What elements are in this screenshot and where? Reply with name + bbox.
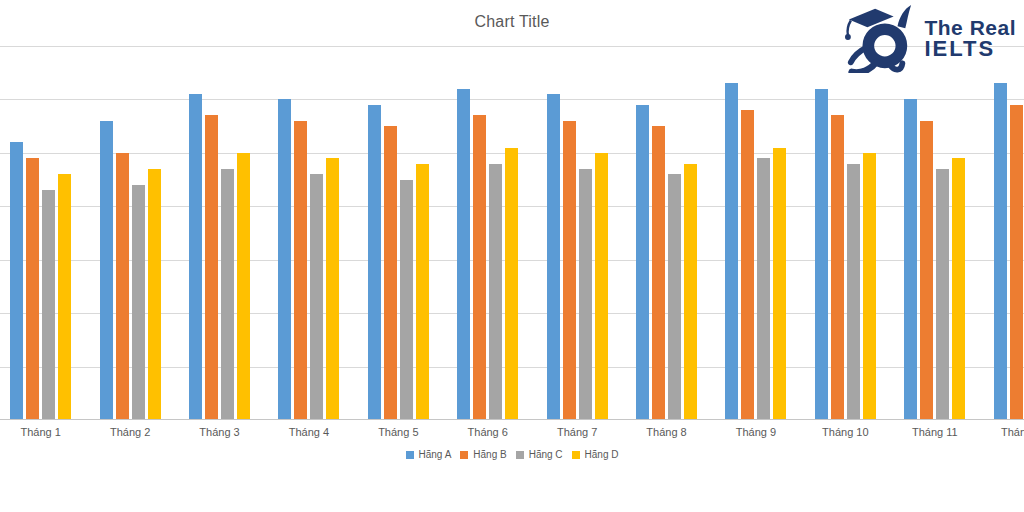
bar-hang-b-thang-2: [116, 153, 129, 420]
bar-hang-d-thang-11: [952, 158, 965, 420]
bar-group-thang-3: [175, 46, 264, 420]
x-axis-label-thang-4: Tháng 4: [264, 426, 353, 438]
bar-group-thang-7: [532, 46, 621, 420]
bar-hang-d-thang-3: [237, 153, 250, 420]
legend-label-hang-c: Hãng C: [529, 449, 563, 460]
bar-hang-a-thang-10: [815, 89, 828, 420]
legend-label-hang-a: Hãng A: [419, 449, 452, 460]
bar-hang-b-thang-10: [831, 115, 844, 420]
bar-hang-c-thang-6: [489, 164, 502, 420]
x-axis-label-thang-1: Tháng 1: [0, 426, 85, 438]
x-axis-label-thang-8: Tháng 8: [622, 426, 711, 438]
bar-group-thang-2: [85, 46, 174, 420]
bar-hang-c-thang-5: [400, 180, 413, 420]
bar-hang-b-thang-5: [384, 126, 397, 420]
logo-text: The Real IELTS: [924, 17, 1016, 60]
legend-item-hang-b: Hãng B: [460, 449, 506, 460]
bar-group-thang-5: [354, 46, 443, 420]
bar-hang-a-thang-9: [725, 83, 738, 420]
chart-canvas: Chart Title Tháng 1Tháng 2Tháng 3Tháng 4…: [0, 0, 1024, 512]
legend-item-hang-d: Hãng D: [572, 449, 619, 460]
bar-group-thang-12: [979, 46, 1024, 420]
x-axis-label-thang-3: Tháng 3: [175, 426, 264, 438]
bar-hang-a-thang-4: [278, 99, 291, 420]
bar-hang-d-thang-4: [326, 158, 339, 420]
bar-hang-b-thang-8: [652, 126, 665, 420]
bar-hang-a-thang-11: [904, 99, 917, 420]
bar-hang-a-thang-6: [457, 89, 470, 420]
x-axis-label-thang-2: Tháng 2: [85, 426, 174, 438]
x-axis-label-thang-9: Tháng 9: [711, 426, 800, 438]
bar-hang-d-thang-8: [684, 164, 697, 420]
bar-hang-a-thang-1: [10, 142, 23, 420]
bar-hang-d-thang-1: [58, 174, 71, 420]
bar-hang-c-thang-3: [221, 169, 234, 420]
bar-hang-c-thang-8: [668, 174, 681, 420]
bar-hang-a-thang-12: [994, 83, 1007, 420]
legend-swatch-hang-b: [460, 451, 468, 459]
bar-hang-a-thang-8: [636, 105, 649, 420]
legend-label-hang-d: Hãng D: [585, 449, 619, 460]
bar-hang-b-thang-6: [473, 115, 486, 420]
logo-text-line2: IELTS: [924, 38, 1016, 60]
logo-text-line1: The Real: [924, 17, 1016, 38]
plot-area: [0, 46, 1024, 420]
bar-group-thang-8: [622, 46, 711, 420]
bar-hang-b-thang-3: [205, 115, 218, 420]
bar-hang-c-thang-9: [757, 158, 770, 420]
bar-hang-b-thang-9: [741, 110, 754, 420]
bar-hang-b-thang-11: [920, 121, 933, 420]
bars-strip: [0, 46, 1024, 420]
bar-group-thang-6: [443, 46, 532, 420]
legend-swatch-hang-a: [406, 451, 414, 459]
legend: Hãng A Hãng B Hãng C Hãng D: [0, 449, 1024, 460]
x-axis-line: [0, 419, 1024, 420]
bar-hang-d-thang-9: [773, 148, 786, 420]
x-axis-label-thang-6: Tháng 6: [443, 426, 532, 438]
x-axis-label-thang-11: Tháng 11: [890, 426, 979, 438]
bar-hang-c-thang-10: [847, 164, 860, 420]
bar-hang-b-thang-12: [1010, 105, 1023, 420]
x-axis-labels: Tháng 1Tháng 2Tháng 3Tháng 4Tháng 5Tháng…: [0, 426, 1024, 438]
bar-hang-a-thang-2: [100, 121, 113, 420]
bar-hang-a-thang-5: [368, 105, 381, 420]
bar-hang-d-thang-7: [595, 153, 608, 420]
bar-hang-b-thang-7: [563, 121, 576, 420]
bar-hang-a-thang-7: [547, 94, 560, 420]
legend-swatch-hang-d: [572, 451, 580, 459]
graduate-mascot-icon: [841, 3, 919, 73]
bar-hang-a-thang-3: [189, 94, 202, 420]
x-axis-label-thang-12: Tháng 12: [979, 426, 1024, 438]
bar-hang-c-thang-4: [310, 174, 323, 420]
legend-label-hang-b: Hãng B: [473, 449, 506, 460]
bar-hang-d-thang-6: [505, 148, 518, 420]
bar-group-thang-4: [264, 46, 353, 420]
bar-hang-d-thang-10: [863, 153, 876, 420]
bar-hang-d-thang-2: [148, 169, 161, 420]
the-real-ielts-logo: The Real IELTS: [841, 3, 1016, 73]
legend-item-hang-a: Hãng A: [406, 449, 452, 460]
x-axis-label-thang-10: Tháng 10: [801, 426, 890, 438]
x-axis-label-thang-5: Tháng 5: [354, 426, 443, 438]
bar-hang-c-thang-11: [936, 169, 949, 420]
legend-swatch-hang-c: [516, 451, 524, 459]
bar-hang-b-thang-1: [26, 158, 39, 420]
bar-group-thang-1: [0, 46, 85, 420]
bar-group-thang-10: [801, 46, 890, 420]
bar-hang-c-thang-1: [42, 190, 55, 420]
x-axis-label-thang-7: Tháng 7: [532, 426, 621, 438]
bar-hang-d-thang-5: [416, 164, 429, 420]
bar-hang-c-thang-7: [579, 169, 592, 420]
bar-hang-b-thang-4: [294, 121, 307, 420]
bar-hang-c-thang-2: [132, 185, 145, 420]
bar-group-thang-9: [711, 46, 800, 420]
legend-item-hang-c: Hãng C: [516, 449, 563, 460]
bar-group-thang-11: [890, 46, 979, 420]
